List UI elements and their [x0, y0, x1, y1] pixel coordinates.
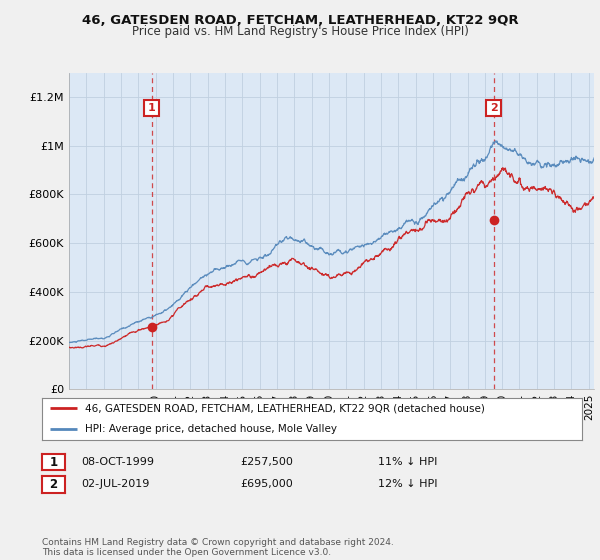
Text: 12% ↓ HPI: 12% ↓ HPI	[378, 479, 437, 489]
Text: 08-OCT-1999: 08-OCT-1999	[81, 457, 154, 467]
Text: HPI: Average price, detached house, Mole Valley: HPI: Average price, detached house, Mole…	[85, 424, 337, 434]
Text: 1: 1	[49, 455, 58, 469]
Text: 11% ↓ HPI: 11% ↓ HPI	[378, 457, 437, 467]
Text: 2: 2	[49, 478, 58, 491]
Text: £695,000: £695,000	[240, 479, 293, 489]
Text: 46, GATESDEN ROAD, FETCHAM, LEATHERHEAD, KT22 9QR (detached house): 46, GATESDEN ROAD, FETCHAM, LEATHERHEAD,…	[85, 403, 485, 413]
Text: Contains HM Land Registry data © Crown copyright and database right 2024.
This d: Contains HM Land Registry data © Crown c…	[42, 538, 394, 557]
Text: Price paid vs. HM Land Registry's House Price Index (HPI): Price paid vs. HM Land Registry's House …	[131, 25, 469, 38]
Text: 1: 1	[148, 103, 155, 113]
Text: 02-JUL-2019: 02-JUL-2019	[81, 479, 149, 489]
Text: £257,500: £257,500	[240, 457, 293, 467]
Text: 46, GATESDEN ROAD, FETCHAM, LEATHERHEAD, KT22 9QR: 46, GATESDEN ROAD, FETCHAM, LEATHERHEAD,…	[82, 14, 518, 27]
Text: 2: 2	[490, 103, 497, 113]
